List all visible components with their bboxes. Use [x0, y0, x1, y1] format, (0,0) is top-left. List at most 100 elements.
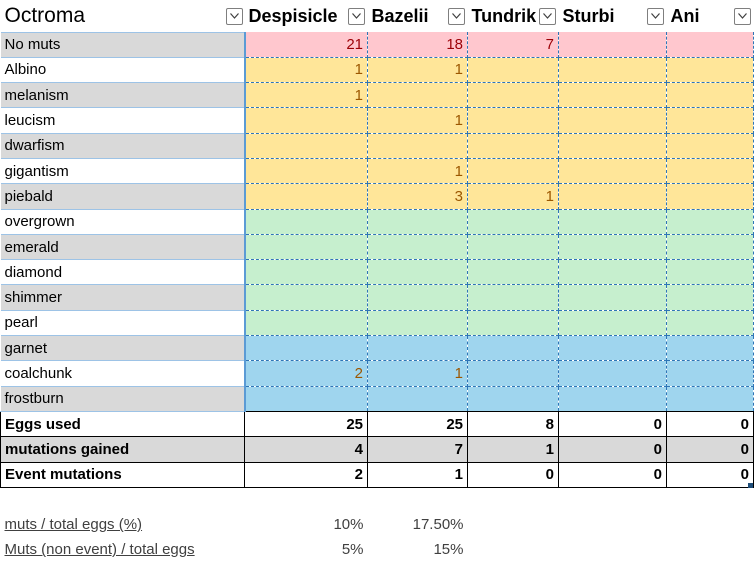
empty-cell[interactable]: [1, 487, 245, 512]
data-cell[interactable]: [558, 234, 667, 261]
data-cell[interactable]: [244, 107, 368, 134]
data-cell[interactable]: [666, 158, 754, 185]
summary-cell[interactable]: 7: [367, 436, 468, 463]
data-cell[interactable]: 3: [367, 183, 468, 210]
data-cell[interactable]: [558, 310, 667, 337]
data-cell[interactable]: [558, 259, 667, 286]
filter-dropdown-icon[interactable]: [447, 8, 465, 25]
empty-cell[interactable]: [559, 487, 667, 512]
summary-cell[interactable]: 4: [244, 436, 368, 463]
data-cell[interactable]: [558, 360, 667, 387]
stat-cell[interactable]: [667, 537, 754, 562]
data-cell[interactable]: [467, 234, 559, 261]
stat-cell[interactable]: 10%: [333, 516, 364, 534]
summary-cell[interactable]: 0: [558, 410, 667, 438]
row-label[interactable]: gigantism: [0, 157, 246, 185]
stat-cell[interactable]: [559, 537, 667, 562]
filter-dropdown-icon[interactable]: [225, 8, 243, 25]
empty-cell[interactable]: [667, 487, 754, 512]
summary-cell[interactable]: 0: [558, 436, 667, 463]
data-cell[interactable]: 7: [467, 32, 559, 58]
summary-cell[interactable]: 0: [558, 461, 667, 488]
data-cell[interactable]: 2: [244, 360, 368, 387]
data-cell[interactable]: [244, 158, 368, 185]
data-cell[interactable]: [558, 82, 667, 109]
data-cell[interactable]: [666, 107, 754, 134]
column-header[interactable]: Ani: [666, 0, 754, 32]
data-cell[interactable]: [467, 209, 559, 235]
row-label[interactable]: pearl: [0, 309, 246, 337]
data-cell[interactable]: [666, 133, 754, 159]
stat-label[interactable]: Muts (non event) / total eggs: [4, 541, 195, 559]
data-cell[interactable]: [467, 335, 559, 362]
data-cell[interactable]: [367, 259, 468, 286]
stat-cell[interactable]: 17.50%: [412, 516, 464, 534]
data-cell[interactable]: [666, 360, 754, 387]
table-title-cell[interactable]: Octroma: [0, 0, 245, 32]
data-cell[interactable]: [558, 209, 667, 235]
row-label[interactable]: Albino: [0, 56, 246, 84]
column-header[interactable]: Despisicle: [244, 0, 368, 32]
data-cell[interactable]: [367, 209, 468, 235]
data-cell[interactable]: [467, 360, 559, 387]
data-cell[interactable]: [244, 259, 368, 286]
row-label[interactable]: frostburn: [0, 385, 246, 412]
summary-cell[interactable]: 2: [244, 461, 368, 488]
summary-cell[interactable]: 1: [367, 461, 468, 488]
data-cell[interactable]: [558, 386, 667, 412]
table-resize-handle[interactable]: [748, 483, 753, 488]
data-cell[interactable]: [244, 209, 368, 235]
data-cell[interactable]: [244, 310, 368, 337]
summary-label[interactable]: Eggs used: [0, 410, 245, 438]
column-header[interactable]: Tundrik: [467, 0, 559, 32]
data-cell[interactable]: 1: [467, 183, 559, 210]
row-label[interactable]: shimmer: [0, 284, 246, 311]
data-cell[interactable]: [558, 183, 667, 210]
data-cell[interactable]: [367, 386, 468, 412]
data-cell[interactable]: 18: [367, 32, 468, 58]
stat-cell[interactable]: 5%: [341, 541, 364, 559]
data-cell[interactable]: [666, 183, 754, 210]
data-cell[interactable]: [666, 82, 754, 109]
summary-cell[interactable]: 8: [467, 410, 559, 438]
data-cell[interactable]: [467, 386, 559, 412]
data-cell[interactable]: [558, 32, 667, 58]
data-cell[interactable]: 1: [367, 360, 468, 387]
data-cell[interactable]: [244, 335, 368, 362]
data-cell[interactable]: [467, 57, 559, 84]
data-cell[interactable]: [244, 284, 368, 311]
data-cell[interactable]: [467, 158, 559, 185]
row-label[interactable]: garnet: [0, 335, 246, 362]
data-cell[interactable]: [467, 107, 559, 134]
data-cell[interactable]: [367, 335, 468, 362]
data-cell[interactable]: [558, 158, 667, 185]
filter-dropdown-icon[interactable]: [347, 8, 365, 25]
data-cell[interactable]: [558, 107, 667, 134]
data-cell[interactable]: [467, 133, 559, 159]
summary-label[interactable]: Event mutations: [0, 461, 245, 488]
summary-cell[interactable]: 0: [467, 461, 559, 488]
filter-dropdown-icon[interactable]: [538, 8, 556, 25]
data-cell[interactable]: [666, 284, 754, 311]
data-cell[interactable]: [367, 284, 468, 311]
empty-cell[interactable]: [368, 487, 468, 512]
data-cell[interactable]: [558, 335, 667, 362]
summary-cell[interactable]: 25: [244, 410, 368, 438]
empty-cell[interactable]: [468, 487, 559, 512]
data-cell[interactable]: [244, 183, 368, 210]
data-cell[interactable]: [666, 335, 754, 362]
data-cell[interactable]: [367, 133, 468, 159]
row-label[interactable]: melanism: [0, 82, 246, 109]
filter-dropdown-icon[interactable]: [646, 8, 664, 25]
summary-cell[interactable]: 0: [666, 410, 754, 438]
data-cell[interactable]: [558, 133, 667, 159]
data-cell[interactable]: [244, 386, 368, 412]
summary-label[interactable]: mutations gained: [0, 436, 245, 463]
data-cell[interactable]: [467, 284, 559, 311]
data-cell[interactable]: [367, 234, 468, 261]
data-cell[interactable]: [244, 234, 368, 261]
summary-cell[interactable]: 1: [467, 436, 559, 463]
data-cell[interactable]: [666, 209, 754, 235]
row-label[interactable]: overgrown: [0, 208, 246, 235]
stat-cell[interactable]: [468, 537, 559, 562]
